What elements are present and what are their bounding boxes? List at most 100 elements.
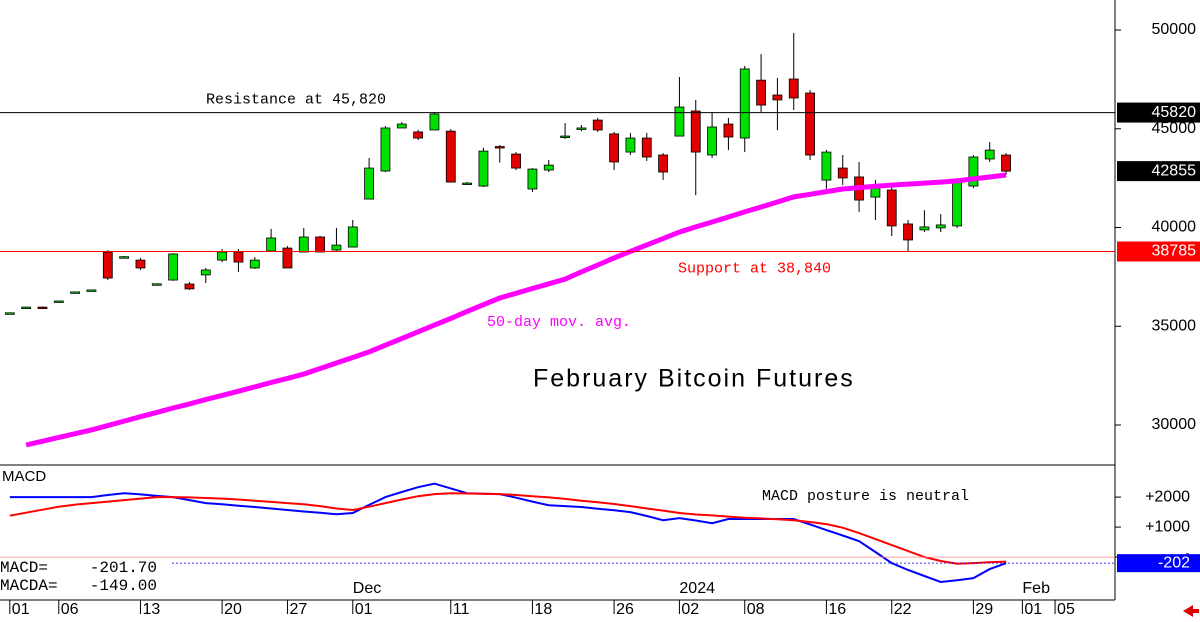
x-tick-label: 22 — [894, 601, 912, 618]
level-label: Resistance at 45,820 — [206, 92, 386, 109]
level-value: 45820 — [1152, 104, 1197, 121]
candle-body — [870, 187, 881, 198]
candle-body — [674, 106, 685, 137]
chart-title: February Bitcoin Futures — [533, 365, 855, 393]
candle-body — [641, 137, 652, 158]
readout-name: MACDA= — [0, 577, 58, 595]
candle-body — [968, 156, 979, 187]
level-box — [1117, 102, 1200, 123]
candle-body — [151, 283, 162, 286]
candle-body — [331, 244, 342, 251]
candle-body — [119, 256, 130, 259]
candle-body — [200, 269, 211, 276]
candle-body — [429, 113, 440, 131]
candle-body — [625, 137, 636, 153]
candle-body — [4, 312, 15, 315]
x-tick-label: 08 — [747, 601, 765, 618]
x-tick-label: 27 — [289, 601, 307, 618]
candle-body — [21, 306, 32, 310]
candle-body — [690, 110, 701, 153]
readout-box — [0, 559, 170, 597]
candle-body — [380, 127, 391, 172]
candle-body — [494, 146, 505, 149]
candle-body — [821, 151, 832, 181]
annotation: MACD posture is neutral — [762, 488, 969, 505]
month-label: 2024 — [679, 580, 715, 597]
candle-body — [53, 300, 64, 303]
candle-body — [413, 131, 424, 139]
candle-body — [527, 168, 538, 190]
x-tick-label: 26 — [616, 601, 634, 618]
x-tick-label: 18 — [534, 601, 552, 618]
candle-body — [935, 224, 946, 229]
candle-body — [984, 149, 995, 160]
candle-body — [282, 247, 293, 269]
last-price-box — [1117, 161, 1200, 182]
candle-body — [837, 167, 848, 179]
candle-body — [511, 153, 521, 169]
x-tick-label: 01 — [1024, 601, 1042, 618]
candle-body — [919, 226, 930, 231]
readout-name: MACD= — [0, 559, 48, 577]
macd-line — [9, 492, 1007, 565]
candle-body — [788, 78, 799, 99]
x-tick-label: 20 — [224, 601, 242, 618]
candle-body — [217, 251, 228, 261]
candle-body — [805, 92, 815, 156]
candle-body — [184, 283, 195, 290]
x-tick-label: 05 — [1057, 601, 1075, 618]
readout-value: -201.70 — [90, 559, 157, 577]
macd-box — [1117, 554, 1200, 573]
candle-body — [543, 164, 554, 171]
candle-body — [723, 123, 734, 138]
candle-body — [298, 236, 309, 253]
y-tick-label: +2000 — [1145, 488, 1190, 505]
candle-body — [609, 133, 619, 163]
candle-body — [756, 79, 766, 106]
x-tick-label: 11 — [453, 601, 470, 618]
ma-line — [25, 172, 1007, 448]
level-box — [1117, 241, 1200, 262]
candle-body — [707, 126, 717, 156]
candle-body — [576, 127, 587, 130]
candle-body — [266, 237, 277, 252]
plot — [4, 32, 1011, 584]
panel-title: MACD — [2, 468, 46, 485]
candle-body — [364, 167, 375, 200]
candle-body — [347, 226, 358, 248]
readout-value: -149.00 — [90, 577, 157, 595]
month-label: Dec — [353, 580, 381, 597]
y-tick-label: 50000 — [1152, 21, 1197, 38]
candle-body — [396, 123, 407, 129]
month-label: Feb — [1022, 580, 1050, 597]
candle-body — [772, 94, 783, 101]
candle-body — [249, 259, 260, 269]
ma-label: 50-day mov. avg. — [487, 314, 631, 331]
candle-body — [86, 289, 97, 292]
x-tick-label: 01 — [12, 601, 30, 618]
x-tick-label: 06 — [61, 601, 79, 618]
candle-body — [478, 150, 489, 187]
candle-body — [233, 251, 244, 263]
x-tick-label: 16 — [828, 601, 846, 618]
candle-body — [886, 189, 897, 227]
candle-body — [102, 251, 113, 279]
y-tick-label: 35000 — [1152, 317, 1197, 334]
candle-body — [1001, 154, 1011, 172]
candle-body — [315, 236, 326, 253]
scroll-arrow[interactable] — [1183, 605, 1199, 617]
level-value: 38785 — [1152, 243, 1197, 260]
candle-body — [135, 259, 146, 269]
candle-body — [168, 253, 179, 281]
x-tick-label: 02 — [681, 601, 699, 618]
x-tick-label: 29 — [975, 601, 993, 618]
candle-body — [952, 179, 962, 227]
y-tick-label: 40000 — [1152, 219, 1197, 236]
candle-body — [70, 291, 81, 294]
candle-body — [560, 135, 570, 138]
y-tick-label: 45000 — [1152, 120, 1197, 137]
candle-body — [445, 130, 456, 183]
last-price: 42855 — [1152, 162, 1197, 179]
candle-body — [592, 119, 603, 131]
